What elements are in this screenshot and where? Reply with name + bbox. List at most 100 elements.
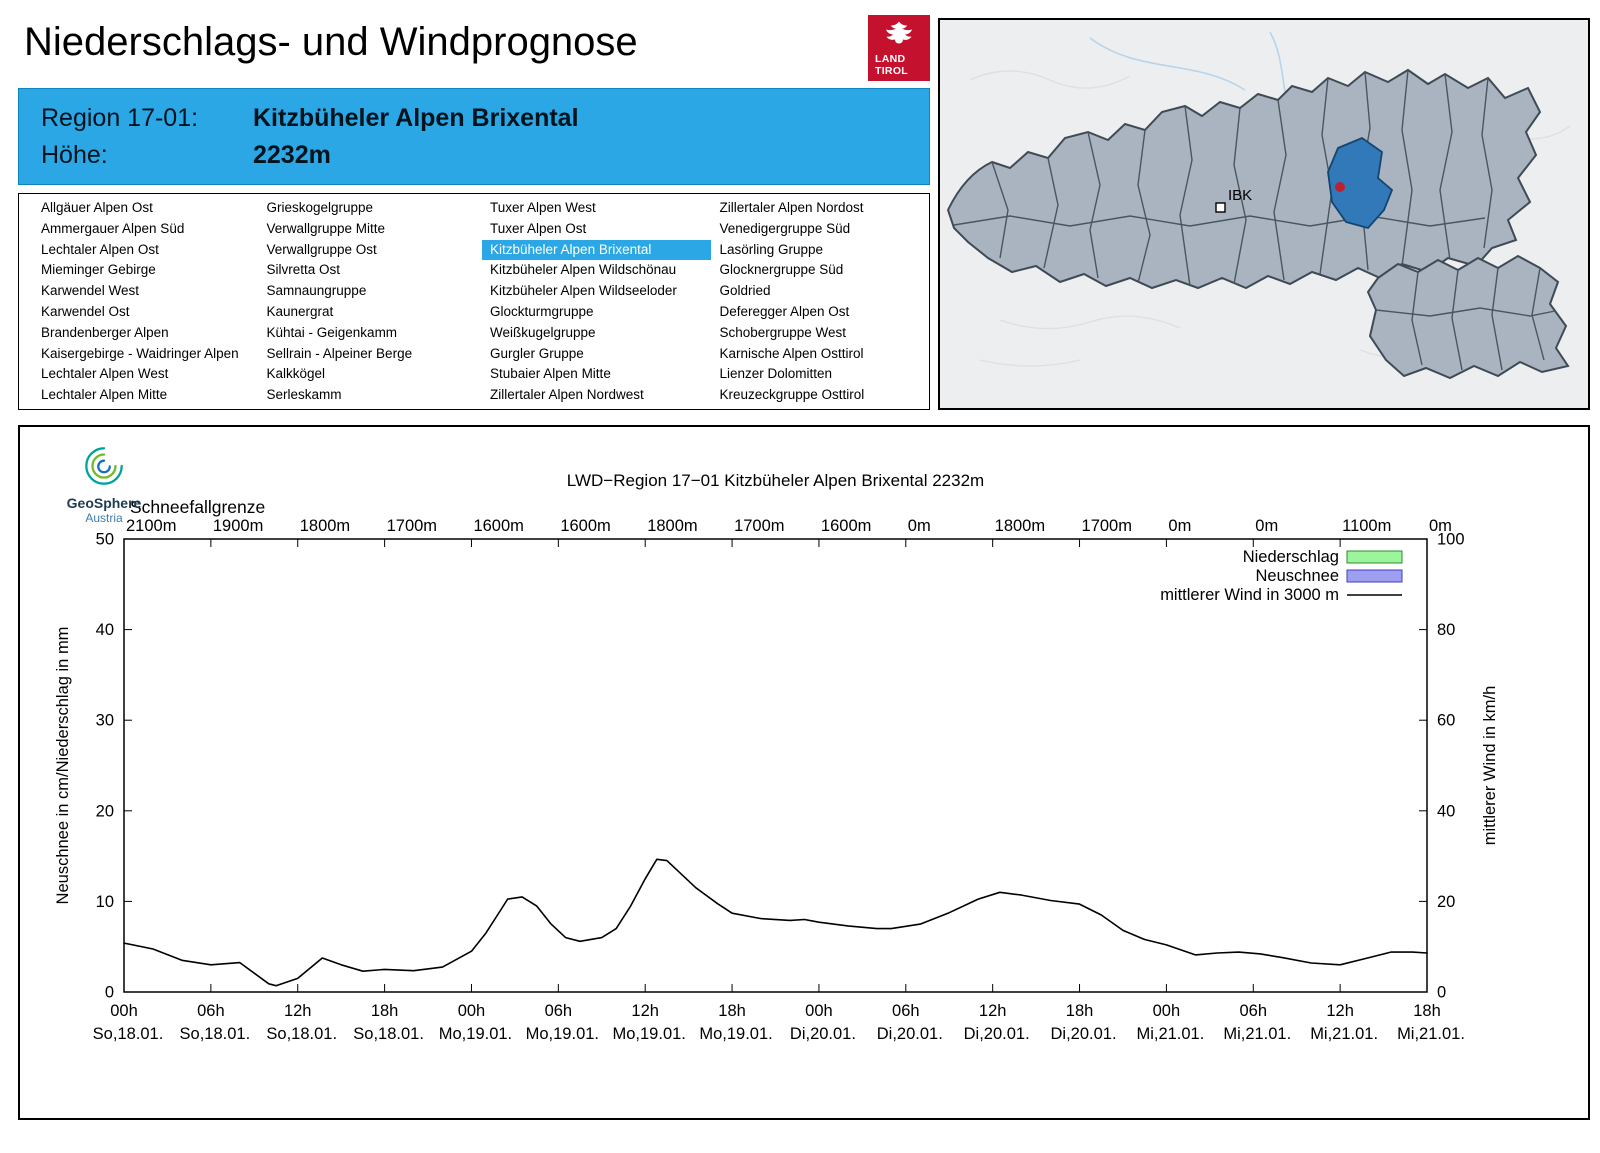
x-tick-date: Mo,19.01. [439,1025,512,1043]
snowline-value: 1900m [213,517,263,535]
region-list-item[interactable]: Zillertaler Alpen Nordost [719,200,864,215]
region-list-item[interactable]: Serleskamm [266,387,342,403]
logo-line2: TIROL [875,64,908,77]
region-list-item[interactable]: Karwendel Ost [41,303,130,319]
region-list-item[interactable]: Verwallgruppe Ost [266,241,377,257]
tirol-region-map[interactable]: IBK [938,18,1590,410]
region-name: Kitzbüheler Alpen Brixental [253,104,579,132]
region-list-item[interactable]: Kitzbüheler Alpen Wildschönau [490,262,677,278]
x-tick-date: Mo,19.01. [526,1025,599,1043]
legend-label: mittlerer Wind in 3000 m [1160,586,1339,604]
region-list-item[interactable]: Tuxer Alpen West [490,200,596,215]
region-list-item[interactable]: Zillertaler Alpen Nordwest [490,387,644,403]
region-list-item[interactable]: Samnaungruppe [266,283,367,299]
y-tick-left: 10 [96,893,114,911]
ylabel-left: Neuschnee in cm/Niederschlag in mm [54,627,72,905]
region-list-item[interactable]: Brandenberger Alpen [41,324,169,340]
legend-swatch-niederschlag [1346,550,1403,564]
y-tick-left: 30 [96,712,114,730]
region-list-item[interactable]: Karwendel West [41,283,140,299]
x-tick-date: Mo,19.01. [699,1025,772,1043]
y-tick-right: 100 [1437,531,1465,549]
region-list-item[interactable]: Silvretta Ost [266,262,341,278]
north-tirol-region[interactable] [946,68,1542,290]
region-list-item[interactable]: Kühtai - Geigenkamm [266,324,398,340]
x-tick-date: So,18.01. [266,1025,337,1043]
region-list-item[interactable]: Kalkkögel [266,366,326,382]
region-list-item[interactable]: Lechtaler Alpen Ost [41,241,159,257]
x-tick-date: Di,20.01. [964,1025,1030,1043]
ibk-marker-square [1215,202,1226,213]
region-list-item-selected[interactable]: Kitzbüheler Alpen Brixental [482,239,712,261]
x-tick-hour: 18h [718,1002,746,1020]
region-list-item[interactable]: Allgäuer Alpen Ost [41,200,153,215]
x-tick-date: Mo,19.01. [613,1025,686,1043]
region-list-item[interactable]: Weißkugelgruppe [490,324,596,340]
legend-label: Neuschnee [1256,567,1339,585]
tirol-eagle-icon [886,21,912,44]
region-list-item[interactable]: Karnische Alpen Osttirol [719,345,864,361]
snowline-value: 0m [1429,517,1452,535]
land-tirol-logo-text: LAND TIROL [875,53,908,77]
region-label: Region 17-01: [41,104,199,132]
wind-line [123,858,1428,987]
region-list-item[interactable]: Mieminger Gebirge [41,262,156,278]
region-list-item[interactable]: Lechtaler Alpen Mitte [41,387,168,403]
y-tick-left: 20 [96,802,114,820]
region-list-item[interactable]: Verwallgruppe Mitte [266,220,386,236]
region-list-item[interactable]: Kaunergrat [266,303,334,319]
x-tick-hour: 12h [284,1002,312,1020]
region-list-item[interactable]: Lasörling Gruppe [719,241,824,257]
snowline-value: 0m [1255,517,1278,535]
snowline-value: 1700m [1082,517,1132,535]
region-list-item[interactable]: Goldried [719,283,771,299]
ylabel-right: mittlerer Wind in km/h [1481,686,1499,846]
region-list-item[interactable]: Gurgler Gruppe [490,345,584,361]
region-list-item[interactable]: Kaisergebirge - Waidringer Alpen [41,345,239,361]
plot-frame [123,538,1428,993]
east-tirol-internal-borders [1375,267,1561,371]
region-list-item[interactable]: Lienzer Dolomitten [719,366,833,382]
snowline-value: 1800m [995,517,1045,535]
region-list-item[interactable]: Deferegger Alpen Ost [719,303,850,319]
east-tirol-region[interactable] [1366,254,1570,380]
land-tirol-logo: LAND TIROL [868,15,930,81]
x-tick-hour: 06h [892,1002,920,1020]
x-tick-date: So,18.01. [353,1025,424,1043]
region-list-item[interactable]: Schobergruppe West [719,324,847,340]
region-list-item[interactable]: Grieskogelgruppe [266,200,374,215]
y-tick-right: 40 [1437,802,1455,820]
x-tick-date: Di,20.01. [877,1025,943,1043]
altitude-value: 2232m [253,141,331,169]
x-tick-hour: 06h [545,1002,573,1020]
selected-region-kitzbueheler-alpen-brixental[interactable] [1327,136,1394,230]
region-list-item[interactable]: Glocknergruppe Süd [719,262,844,278]
x-tick-hour: 06h [197,1002,225,1020]
y-tick-left: 50 [96,531,114,549]
region-list-item[interactable]: Tuxer Alpen Ost [490,220,587,236]
geosphere-swirl-icon [85,447,123,485]
region-list-item[interactable]: Sellrain - Alpeiner Berge [266,345,413,361]
region-list-item[interactable]: Venedigergruppe Süd [719,220,851,236]
x-tick-hour: 00h [458,1002,486,1020]
geosphere-logo: GeoSphere Austria [48,443,160,525]
region-list-item[interactable]: Ammergauer Alpen Süd [41,220,185,236]
chart-title: LWD−Region 17−01 Kitzbüheler Alpen Brixe… [567,471,984,490]
north-tirol-internal-borders [953,70,1493,287]
x-tick-hour: 18h [1413,1002,1441,1020]
x-tick-hour: 12h [631,1002,659,1020]
station-dot [1335,182,1345,192]
snowline-value: 2100m [126,517,176,535]
region-list-item[interactable]: Stubaier Alpen Mitte [490,366,611,382]
region-list-item[interactable]: Kreuzeckgruppe Osttirol [719,387,865,403]
logo-line1: LAND [875,52,906,65]
snowline-label: Schneefallgrenze [130,497,265,517]
geosphere-country: Austria [85,511,123,525]
region-list-item[interactable]: Kitzbüheler Alpen Wildseeloder [490,283,677,299]
region-list-item[interactable]: Lechtaler Alpen West [41,366,169,382]
snowline-value: 0m [908,517,931,535]
snowline-value: 1600m [821,517,871,535]
page-title: Niederschlags- und Windprognose [24,20,638,64]
x-tick-date: Mi,21.01. [1310,1025,1378,1043]
region-list-item[interactable]: Glockturmgruppe [490,303,594,319]
